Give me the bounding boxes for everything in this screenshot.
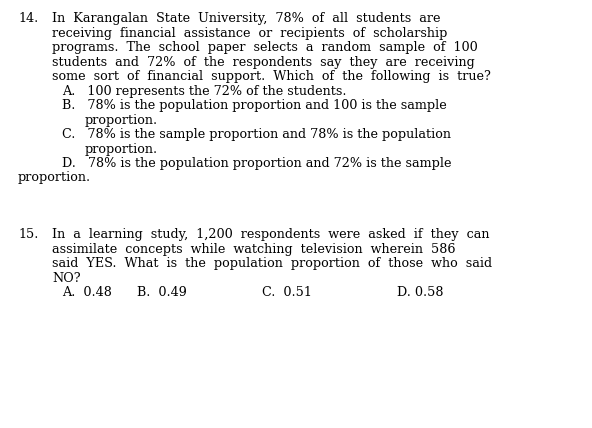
Text: A.  0.48: A. 0.48 [62, 286, 112, 299]
Text: A.   100 represents the 72% of the students.: A. 100 represents the 72% of the student… [62, 84, 346, 98]
Text: C.  0.51: C. 0.51 [262, 286, 312, 299]
Text: 15.: 15. [18, 228, 38, 241]
Text: students  and  72%  of  the  respondents  say  they  are  receiving: students and 72% of the respondents say … [52, 56, 475, 68]
Text: proportion.: proportion. [85, 113, 158, 127]
Text: proportion.: proportion. [18, 172, 91, 184]
Text: programs.  The  school  paper  selects  a  random  sample  of  100: programs. The school paper selects a ran… [52, 41, 478, 54]
Text: NO?: NO? [52, 271, 81, 285]
Text: proportion.: proportion. [85, 143, 158, 155]
Text: In  Karangalan  State  University,  78%  of  all  students  are: In Karangalan State University, 78% of a… [52, 12, 440, 25]
Text: B.  0.49: B. 0.49 [137, 286, 187, 299]
Text: C.   78% is the sample proportion and 78% is the population: C. 78% is the sample proportion and 78% … [62, 128, 451, 141]
Text: B.   78% is the population proportion and 100 is the sample: B. 78% is the population proportion and … [62, 99, 447, 112]
Text: 14.: 14. [18, 12, 38, 25]
Text: D.   78% is the population proportion and 72% is the sample: D. 78% is the population proportion and … [62, 157, 452, 170]
Text: some  sort  of  financial  support.  Which  of  the  following  is  true?: some sort of financial support. Which of… [52, 70, 491, 83]
Text: receiving  financial  assistance  or  recipients  of  scholarship: receiving financial assistance or recipi… [52, 27, 448, 39]
Text: D. 0.58: D. 0.58 [397, 286, 443, 299]
Text: assimilate  concepts  while  watching  television  wherein  586: assimilate concepts while watching telev… [52, 243, 455, 256]
Text: said  YES.  What  is  the  population  proportion  of  those  who  said: said YES. What is the population proport… [52, 257, 492, 270]
Text: In  a  learning  study,  1,200  respondents  were  asked  if  they  can: In a learning study, 1,200 respondents w… [52, 228, 490, 241]
